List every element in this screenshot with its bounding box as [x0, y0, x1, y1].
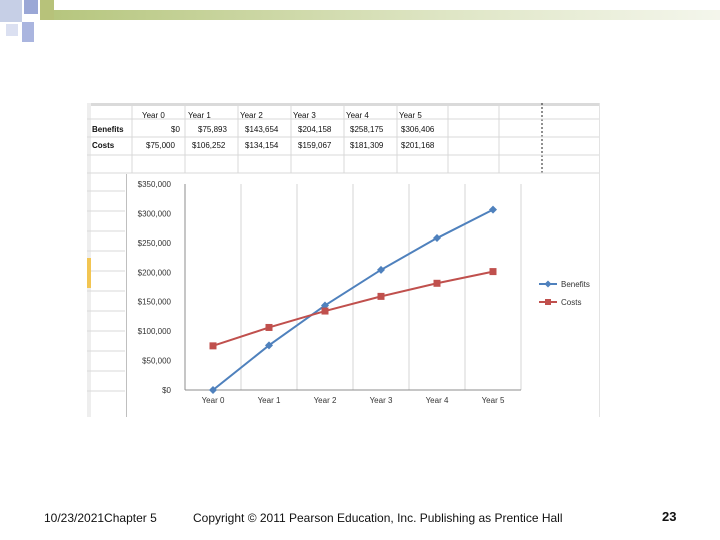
table-cell: $201,168 [401, 141, 435, 150]
data-point [209, 386, 217, 394]
table-cell: $159,067 [298, 141, 332, 150]
table-cell: $306,406 [401, 125, 435, 134]
data-point [489, 205, 497, 214]
table-header-cell: Year 2 [240, 111, 263, 120]
data-point [265, 323, 273, 331]
y-tick-label: $200,000 [138, 268, 172, 277]
page-number: 23 [662, 509, 677, 524]
y-tick-label: $300,000 [138, 209, 172, 218]
data-point [377, 292, 385, 300]
legend-label: Costs [561, 298, 581, 307]
y-tick-label: $100,000 [138, 327, 172, 336]
table-header-cell: Year 1 [188, 111, 211, 120]
x-tick-label: Year 5 [482, 396, 505, 405]
decor-bar [54, 10, 720, 20]
table-cell: $0 [171, 125, 180, 134]
legend-marker [545, 299, 551, 305]
table-cell: $181,309 [350, 141, 384, 150]
y-tick-label: $250,000 [138, 239, 172, 248]
decor-square [24, 0, 38, 14]
data-point [209, 342, 217, 350]
y-tick-label: $50,000 [142, 357, 171, 366]
table-cell: $75,893 [198, 125, 227, 134]
data-point [265, 341, 273, 350]
table-cell: $143,654 [245, 125, 279, 134]
decor-square [40, 0, 54, 20]
table-cell: $258,175 [350, 125, 384, 134]
x-tick-label: Year 4 [426, 396, 449, 405]
data-point [377, 265, 385, 274]
table-cell: $134,154 [245, 141, 279, 150]
x-tick-label: Year 3 [370, 396, 393, 405]
data-point [433, 234, 441, 243]
table-header-cell: Year 4 [346, 111, 369, 120]
series-line-benefits [212, 208, 494, 391]
y-tick-label: $150,000 [138, 298, 172, 307]
y-tick-label: $350,000 [138, 180, 172, 189]
table-header-cell: Year 3 [293, 111, 316, 120]
legend-marker [544, 280, 552, 288]
data-point [433, 279, 441, 287]
data-point [489, 268, 497, 276]
chart-area: $0 $50,000 $100,000 $150,000 $200,000 $250,00… [126, 174, 590, 417]
decor-square [22, 22, 34, 42]
table-row-label: Benefits [92, 125, 124, 134]
decor-square [6, 24, 18, 36]
line-chart: $0 $50,000 $100,000 $150,000 $200,000 $250,00… [138, 180, 590, 405]
data-point [321, 307, 329, 315]
series-line-costs [212, 270, 494, 347]
footer-date-chapter: 10/23/2021Chapter 5 [44, 511, 157, 525]
y-tick-label: $0 [162, 386, 171, 395]
footer-copyright: Copyright © 2011 Pearson Education, Inc.… [193, 511, 563, 525]
table-cell: $204,158 [298, 125, 332, 134]
x-tick-label: Year 1 [258, 396, 281, 405]
x-tick-label: Year 2 [314, 396, 337, 405]
x-tick-label: Year 0 [202, 396, 225, 405]
table-header-cell: Year 0 [142, 111, 165, 120]
table-row-label: Costs [92, 141, 115, 150]
table-header-cell: Year 5 [399, 111, 422, 120]
data-point [321, 301, 329, 310]
table-cell: $106,252 [192, 141, 226, 150]
legend-label: Benefits [561, 280, 590, 289]
decor-square [0, 0, 22, 22]
table-cell: $75,000 [146, 141, 175, 150]
